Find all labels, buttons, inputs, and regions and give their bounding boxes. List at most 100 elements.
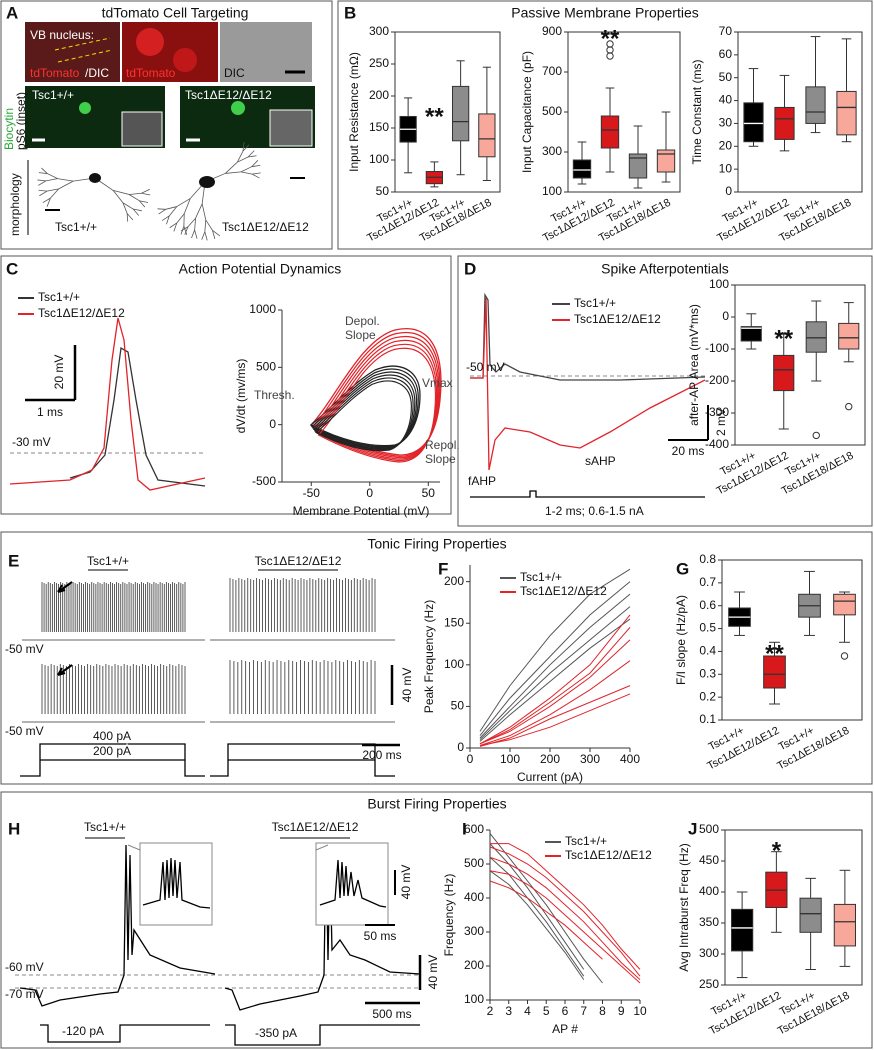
dendrite bbox=[240, 171, 253, 175]
annotation: Slope bbox=[425, 452, 456, 466]
legend-label: Tsc1ΔE12/ΔE12 bbox=[565, 848, 652, 862]
dendrite bbox=[141, 188, 150, 194]
y-tick-label: 50 bbox=[719, 70, 733, 84]
y-tick-label: 0.8 bbox=[699, 552, 716, 566]
dendrite bbox=[212, 230, 216, 240]
panel-title: Passive Membrane Properties bbox=[511, 5, 699, 21]
series-line bbox=[489, 843, 585, 970]
dendrite bbox=[212, 230, 221, 237]
trace-wt bbox=[69, 346, 206, 487]
box bbox=[478, 113, 496, 158]
plot-frame bbox=[724, 829, 863, 986]
significance: ** bbox=[425, 103, 444, 130]
x-tick-label: 0 bbox=[467, 752, 474, 766]
dendrite bbox=[201, 203, 207, 221]
baseline-label: -60 mV bbox=[5, 960, 44, 974]
series-line bbox=[479, 660, 631, 746]
stimulus-label: -120 pA bbox=[62, 1024, 104, 1038]
tonic-traces bbox=[22, 578, 395, 723]
dendrite bbox=[236, 150, 244, 163]
inset bbox=[121, 111, 163, 147]
dendrite bbox=[242, 144, 250, 152]
legend-label: Tsc1ΔE12/ΔE12 bbox=[520, 584, 607, 598]
loop bbox=[316, 343, 438, 462]
x-axis-label: Membrane Potential (mV) bbox=[293, 504, 430, 518]
annotation: Thresh. bbox=[254, 388, 295, 402]
y-tick-label: 500 bbox=[256, 360, 276, 374]
trace-wt bbox=[470, 292, 706, 381]
series-line bbox=[479, 614, 631, 745]
y-tick-label: 400 bbox=[464, 890, 484, 904]
box bbox=[799, 897, 822, 933]
panel-title: Action Potential Dynamics bbox=[179, 261, 342, 277]
y-tick-label: 100 bbox=[709, 277, 729, 291]
scale-label: 500 ms bbox=[372, 1007, 411, 1021]
y-axis-label: after-AP Area (mV*ms) bbox=[687, 304, 701, 426]
image-label: tdTomato bbox=[30, 66, 80, 80]
panel-letter: E bbox=[8, 551, 19, 570]
y-tick-label: 0 bbox=[722, 309, 729, 323]
dendrite bbox=[176, 213, 185, 224]
box bbox=[805, 321, 827, 353]
trace-mut bbox=[470, 297, 706, 471]
dendrite bbox=[126, 213, 134, 221]
panel-a-frame bbox=[0, 0, 333, 250]
cell bbox=[79, 102, 91, 114]
stimulus-label: 400 pA bbox=[93, 729, 131, 743]
inset-connector bbox=[127, 844, 141, 851]
panel-title: Burst Firing Properties bbox=[367, 796, 506, 812]
y-axis-label: Frequency (Hz) bbox=[442, 874, 456, 957]
image-label: Tsc1+/+ bbox=[55, 220, 97, 234]
y-tick-label: 10 bbox=[719, 161, 733, 175]
series-line bbox=[479, 627, 631, 745]
plot-frame bbox=[737, 31, 863, 193]
y-axis-label: Time Constant (ms) bbox=[690, 60, 704, 165]
loop bbox=[313, 377, 414, 451]
dendrite bbox=[165, 206, 177, 210]
series-line bbox=[479, 639, 631, 745]
x-axis-label: AP # bbox=[552, 1022, 578, 1036]
stimulus bbox=[470, 490, 705, 498]
box bbox=[451, 85, 470, 142]
dendrite bbox=[187, 217, 196, 227]
y-tick-label: 0 bbox=[269, 417, 276, 431]
image-label: VB nucleus: bbox=[30, 28, 94, 42]
baseline-label: -50 mV bbox=[5, 642, 44, 656]
y-tick-label: 60 bbox=[719, 47, 733, 61]
dendrite bbox=[132, 208, 140, 216]
y-tick-label: 0.1 bbox=[699, 712, 716, 726]
series-line bbox=[489, 856, 641, 980]
y-tick-label: 70 bbox=[719, 24, 733, 38]
y-tick-label: 300 bbox=[542, 144, 562, 158]
trace-mut bbox=[9, 317, 206, 491]
scale-label: 40 mV bbox=[399, 865, 413, 900]
dendrite bbox=[204, 231, 208, 241]
y-axis-label: Peak Frequency (Hz) bbox=[422, 600, 436, 713]
dendrite bbox=[247, 150, 255, 158]
series-line bbox=[479, 581, 631, 736]
panel-b-frame bbox=[337, 0, 873, 250]
x-tick-label: 6 bbox=[562, 1004, 569, 1018]
dendrite bbox=[240, 166, 252, 173]
significance: ** bbox=[774, 325, 793, 352]
series-line bbox=[489, 870, 641, 984]
dendrite bbox=[158, 208, 166, 215]
panel-letter: D bbox=[464, 259, 476, 278]
scale-label: 50 ms bbox=[364, 929, 397, 943]
stimulus bbox=[210, 743, 395, 777]
dendrite bbox=[126, 213, 129, 222]
image-label: Tsc1ΔE12/ΔE12 bbox=[185, 88, 272, 102]
annotation: Slope bbox=[345, 328, 376, 342]
image-tdtomato bbox=[122, 22, 218, 82]
y-tick-label: -200 bbox=[705, 373, 729, 387]
y-tick-label: 200 bbox=[369, 88, 389, 102]
dendrite bbox=[191, 229, 196, 239]
baseline-label: -70 mV bbox=[5, 987, 44, 1001]
panel-title: tdTomato Cell Targeting bbox=[102, 5, 249, 21]
outlier bbox=[845, 402, 853, 411]
y-tick-label: 300 bbox=[369, 24, 389, 38]
axis-label: pS6 (inset) bbox=[14, 92, 28, 150]
outlier bbox=[840, 652, 849, 660]
x-axis-label: Current (pA) bbox=[517, 770, 583, 784]
series-line bbox=[479, 568, 631, 732]
